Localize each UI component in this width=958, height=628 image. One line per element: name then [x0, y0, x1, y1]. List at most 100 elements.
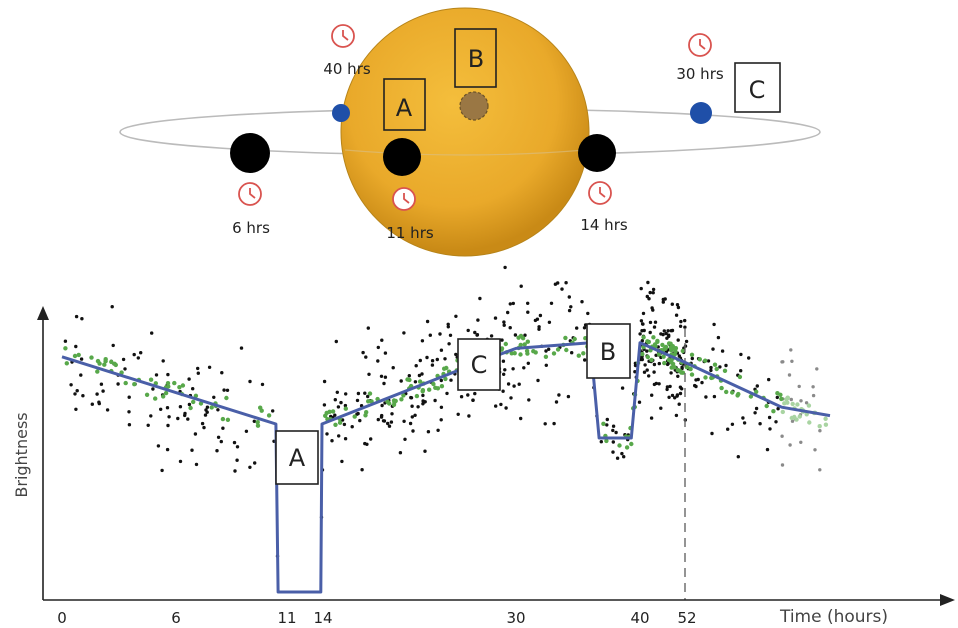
data-point [554, 400, 559, 404]
binned-point [163, 390, 169, 396]
data-point [410, 404, 414, 408]
binned-point [722, 368, 728, 373]
binned-point [675, 367, 681, 373]
data-point [506, 310, 510, 315]
data-point [350, 425, 354, 429]
time-label-14hrs: 14 hrs [580, 216, 628, 234]
data-point [493, 316, 498, 320]
binned-point [672, 352, 677, 357]
data-point [445, 391, 449, 396]
data-point [69, 383, 73, 387]
data-point [557, 393, 561, 397]
data-point [97, 401, 102, 406]
data-point [116, 382, 120, 386]
box-b-label: B [468, 45, 484, 73]
data-point [448, 333, 453, 337]
data-point [790, 359, 794, 363]
data-point [620, 386, 625, 390]
data-point [154, 373, 159, 377]
model-curve [61, 341, 831, 594]
data-point [475, 333, 479, 337]
data-point [811, 393, 816, 398]
data-point [799, 399, 803, 403]
annotation-b-label: B [600, 338, 616, 366]
x-tick-label: 30 [506, 609, 525, 627]
data-point [711, 347, 715, 351]
orbit-diagram: A B C 40 hrs [119, 7, 821, 257]
data-point [139, 351, 143, 355]
data-point [220, 371, 224, 375]
data-point [718, 365, 722, 369]
data-point [639, 319, 644, 323]
binned-point [352, 414, 357, 419]
data-point [207, 365, 212, 369]
binned-point [780, 409, 785, 415]
data-point [605, 423, 609, 427]
binned-point [795, 402, 800, 407]
data-point [526, 301, 530, 305]
data-point [473, 391, 477, 396]
binned-point [661, 354, 666, 359]
x-tick-label: 40 [630, 609, 649, 627]
data-point [325, 432, 329, 436]
data-point [670, 393, 675, 398]
data-point [678, 391, 683, 396]
data-point [641, 311, 646, 316]
data-point [679, 319, 683, 324]
binned-point [512, 351, 517, 356]
binned-point [697, 357, 702, 362]
data-point [376, 345, 380, 350]
data-point [418, 358, 422, 363]
data-point [222, 388, 226, 392]
data-point [586, 311, 590, 316]
binned-point [442, 366, 447, 371]
data-point [489, 334, 494, 338]
data-point [780, 360, 784, 364]
data-point [775, 395, 779, 400]
data-point [501, 359, 506, 363]
data-point [676, 374, 680, 378]
binned-point [177, 385, 182, 390]
data-point [675, 393, 680, 397]
binned-point [735, 393, 740, 398]
binned-point [672, 346, 677, 351]
data-point [500, 338, 504, 342]
data-point [537, 327, 541, 331]
binned-point [520, 336, 526, 341]
data-point [503, 265, 507, 270]
data-point [758, 422, 762, 426]
data-point [676, 338, 680, 342]
data-point [674, 413, 679, 418]
data-point [622, 455, 626, 459]
data-point [449, 378, 453, 382]
data-point [121, 357, 126, 362]
data-point [391, 366, 395, 370]
binned-point [72, 353, 78, 359]
data-point [543, 422, 547, 426]
binned-point [503, 341, 508, 347]
data-point [633, 370, 637, 374]
data-point [438, 332, 442, 336]
data-point [215, 449, 219, 453]
data-point [127, 410, 131, 414]
data-point [570, 351, 574, 355]
data-point [513, 333, 518, 337]
data-point [200, 421, 205, 426]
data-point [356, 391, 361, 396]
data-point [212, 395, 216, 399]
data-point [665, 385, 670, 389]
binned-point [435, 386, 441, 391]
data-point [343, 403, 348, 408]
binned-point [499, 346, 505, 351]
data-point [710, 431, 714, 436]
data-point [712, 394, 717, 399]
data-point [333, 398, 337, 402]
data-point [471, 398, 475, 402]
data-point [712, 322, 716, 327]
data-point [221, 426, 225, 430]
binned-point [518, 352, 523, 357]
data-point [160, 468, 164, 473]
data-point [811, 385, 815, 389]
binned-point [543, 354, 549, 359]
data-point [159, 407, 163, 411]
